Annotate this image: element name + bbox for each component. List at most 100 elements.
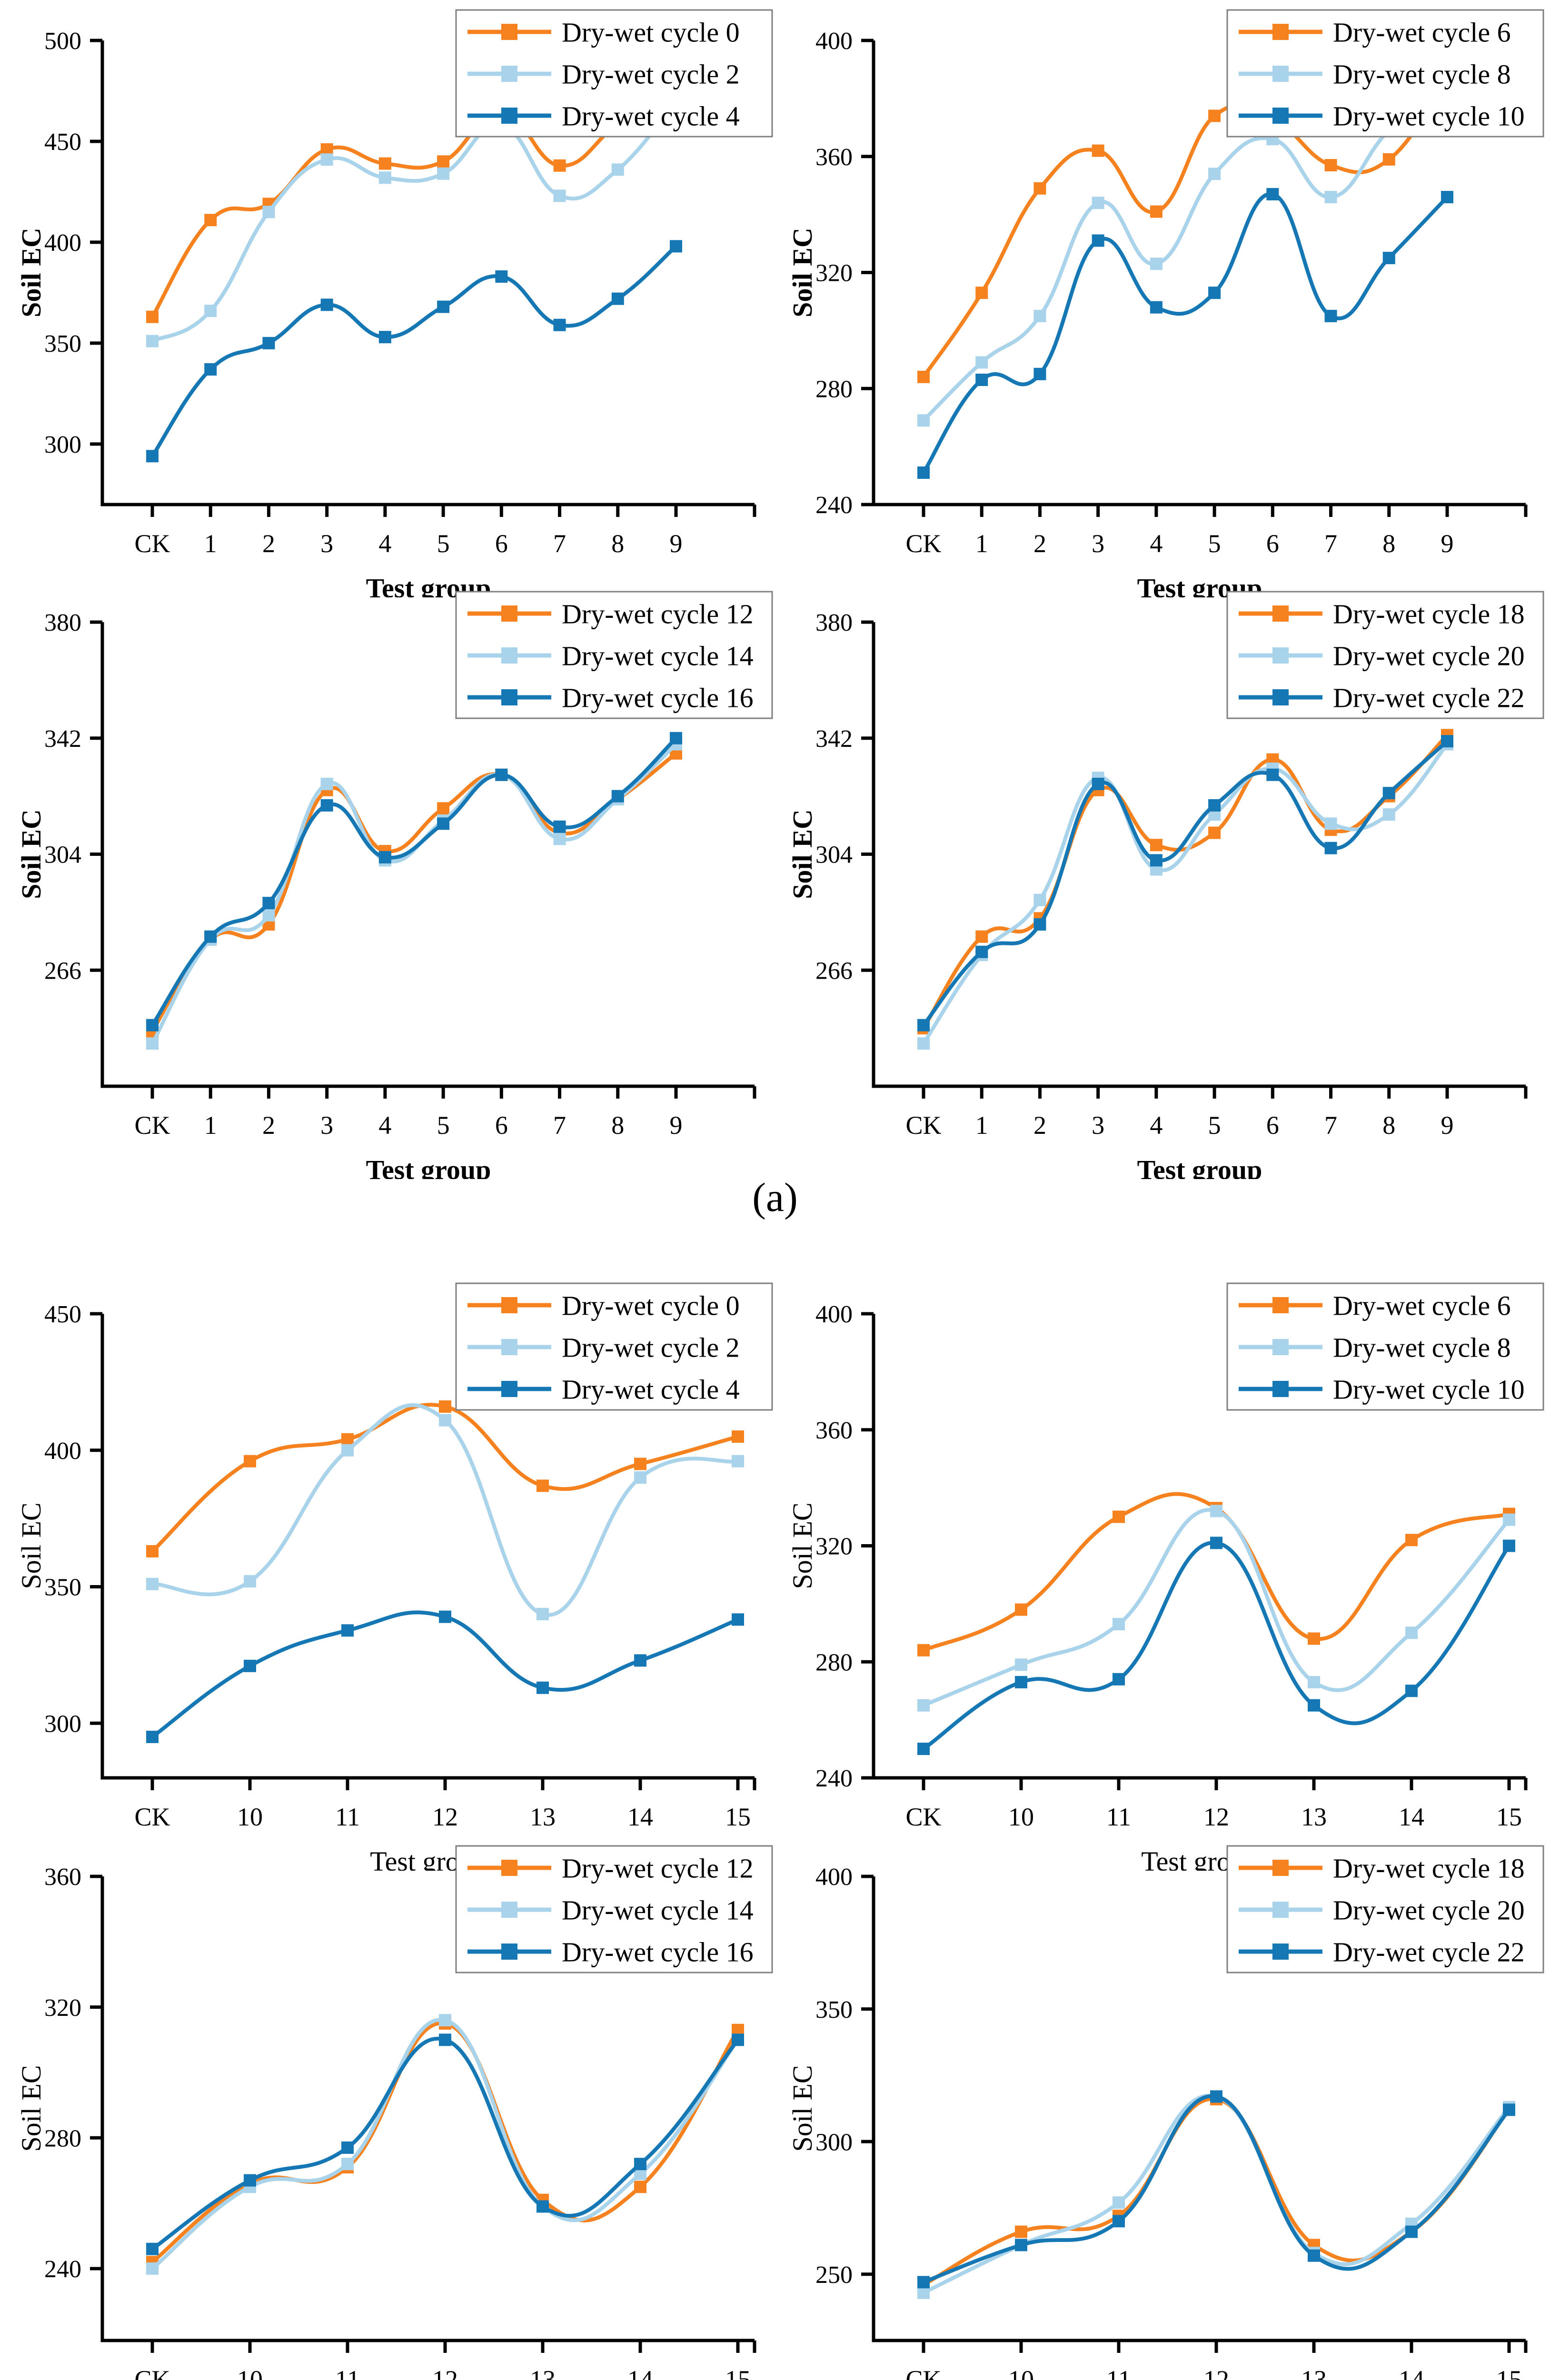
- legend-marker-swatch: [1272, 24, 1289, 40]
- data-point-marker: [1441, 735, 1453, 748]
- series-line: [922, 88, 1449, 423]
- data-point-marker: [732, 1613, 744, 1626]
- data-point-marker: [1092, 144, 1104, 157]
- data-point-marker: [1503, 2103, 1515, 2116]
- y-tick-label: 450: [44, 129, 81, 156]
- legend-label: Dry-wet cycle 4: [562, 1374, 740, 1405]
- x-tick-label: 3: [320, 1111, 333, 1140]
- data-point-marker: [146, 335, 159, 347]
- y-tick-label: 320: [815, 260, 853, 287]
- x-tick-label: 5: [437, 529, 450, 558]
- legend-marker-swatch: [501, 24, 517, 40]
- y-tick-label: 350: [815, 1996, 853, 2023]
- data-point-marker: [1015, 1658, 1027, 1671]
- data-point-marker: [378, 157, 391, 170]
- data-point-marker: [634, 2181, 646, 2193]
- data-point-marker: [146, 1019, 159, 1031]
- legend-label: Dry-wet cycle 16: [562, 1936, 754, 1967]
- x-tick-label: 5: [437, 1111, 450, 1140]
- x-tick-label: 7: [1324, 529, 1337, 558]
- data-point-marker: [146, 310, 159, 323]
- data-point-marker: [437, 300, 450, 313]
- data-point-marker: [204, 305, 217, 317]
- data-point-marker: [146, 450, 159, 463]
- data-point-marker: [917, 2286, 930, 2299]
- x-tick-label: 4: [1150, 1111, 1162, 1140]
- legend-item: Dry-wet cycle 2: [467, 1332, 740, 1363]
- series-line: [150, 1403, 740, 1617]
- y-tick-label: 342: [815, 725, 853, 753]
- data-point-marker: [1208, 826, 1221, 839]
- x-tick-label: 15: [725, 2365, 751, 2380]
- data-point-marker: [439, 1400, 451, 1413]
- legend-item: Dry-wet cycle 6: [1239, 17, 1511, 48]
- chart-svg-b-bottom-left: 240280320360CK101112131415Test groupSoil…: [16, 1845, 773, 2380]
- y-tick-label: 342: [44, 725, 81, 753]
- data-point-marker: [495, 768, 508, 781]
- data-point-marker: [1150, 854, 1162, 867]
- chart-b-bottom-right: 250300350400CK101112131415Test groupSoil…: [785, 1843, 1546, 2380]
- data-point-marker: [1405, 1685, 1418, 1697]
- legend-item: Dry-wet cycle 22: [1239, 1936, 1525, 1967]
- data-point-marker: [146, 1037, 159, 1050]
- y-tick-label: 320: [815, 1533, 853, 1560]
- data-point-marker: [1441, 191, 1453, 204]
- x-tick-label: 10: [237, 1803, 263, 1831]
- x-tick-label: 10: [237, 2365, 263, 2380]
- series-line: [150, 751, 678, 1033]
- x-tick-label: 10: [1008, 1803, 1034, 1831]
- series-line: [922, 739, 1449, 1027]
- axis-lines: [872, 1876, 1526, 2342]
- series-line: [922, 742, 1449, 1046]
- data-point-marker: [146, 1577, 159, 1590]
- data-point-marker: [634, 1654, 646, 1667]
- data-point-marker: [244, 1575, 256, 1588]
- data-point-marker: [1113, 2196, 1125, 2209]
- legend-marker-swatch: [501, 605, 517, 622]
- legend-marker-swatch: [501, 108, 517, 124]
- x-tick-label: 9: [1441, 1111, 1454, 1140]
- x-tick-label: 1: [204, 1111, 217, 1140]
- legend-item: Dry-wet cycle 8: [1239, 1332, 1511, 1363]
- legend-label: Dry-wet cycle 12: [562, 598, 754, 629]
- x-tick-label: 7: [553, 529, 566, 558]
- data-point-marker: [262, 909, 275, 922]
- y-axis-title: Soil EC: [787, 2065, 818, 2152]
- legend-label: Dry-wet cycle 12: [562, 1853, 754, 1884]
- chart-a-top-right: 240 280 320 360 400 CK 1 2 3 4 5 6 7 8 9 Test group Soil…: [785, 7, 1546, 597]
- data-point-marker: [1210, 2090, 1222, 2103]
- y-tick-label: 380: [815, 609, 853, 636]
- legend-item: Dry-wet cycle 18: [1239, 598, 1525, 629]
- data-point-marker: [611, 292, 624, 305]
- data-point-marker: [262, 897, 275, 910]
- series-line: [922, 2094, 1511, 2284]
- data-point-marker: [1092, 234, 1104, 247]
- y-tick-label: 240: [815, 492, 853, 519]
- y-axis-title: Soil EC: [787, 1502, 818, 1589]
- x-tick-label: 2: [1033, 1111, 1046, 1140]
- x-tick-label: 12: [432, 2365, 458, 2380]
- x-tick-label: 7: [1324, 1111, 1337, 1140]
- legend: Dry-wet cycle 12 Dry-wet cycle 14 Dry-wet …: [455, 591, 773, 719]
- y-axis-title: Soil EC: [787, 809, 818, 899]
- y-tick-label: 380: [44, 609, 81, 636]
- x-tick-label: 2: [262, 1111, 275, 1140]
- data-point-marker: [1266, 188, 1279, 200]
- data-point-marker: [670, 240, 682, 253]
- data-point-marker: [439, 2033, 451, 2046]
- data-point-marker: [439, 1414, 451, 1427]
- series-line: [150, 244, 678, 458]
- legend-label: Dry-wet cycle 0: [562, 1290, 740, 1321]
- y-axis-title: Soil EC: [16, 1502, 47, 1589]
- x-tick-label: 13: [1301, 1803, 1327, 1831]
- legend-item: Dry-wet cycle 2: [467, 59, 740, 89]
- legend-marker-swatch: [1272, 1944, 1289, 1960]
- y-tick-label: 400: [815, 1301, 853, 1328]
- data-point-marker: [244, 1455, 256, 1468]
- legend-item: Dry-wet cycle 0: [467, 17, 740, 48]
- x-tick-label: 10: [1008, 2365, 1034, 2380]
- data-point-marker: [320, 298, 333, 311]
- series-line: [922, 2097, 1511, 2287]
- y-tick-label: 450: [44, 1301, 81, 1328]
